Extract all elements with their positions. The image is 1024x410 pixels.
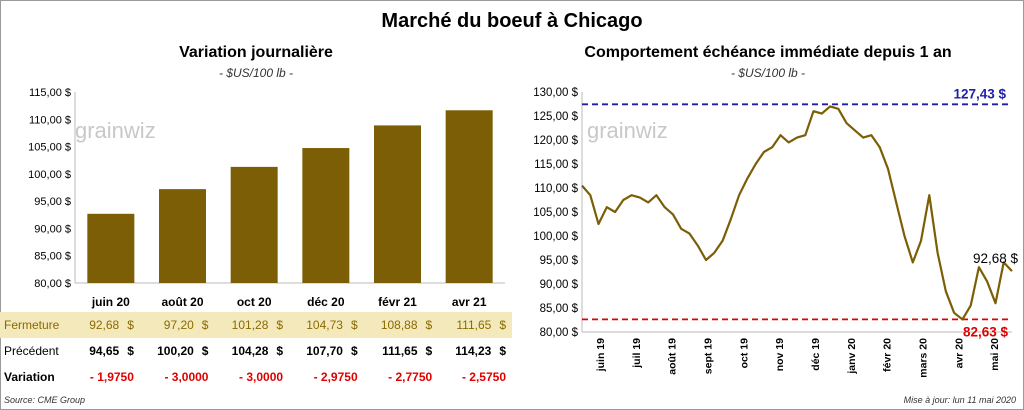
x-tick-label: juil 19 bbox=[631, 338, 643, 369]
price-series-line bbox=[581, 105, 1013, 321]
table-cell: 111,65 $ bbox=[438, 312, 512, 338]
right-panel-subtitle: - $US/100 lb - bbox=[730, 66, 806, 80]
y-tick-label: 110,00 $ bbox=[29, 114, 71, 126]
table-cell: 107,70 $ bbox=[306, 344, 358, 358]
y-tick-label: 80,00 $ bbox=[34, 278, 71, 290]
table-cell: - 2,7750 bbox=[388, 370, 433, 384]
x-tick-label: déc 19 bbox=[810, 338, 822, 371]
table-cell: 104,73 $ bbox=[289, 312, 364, 338]
row-label: Fermeture bbox=[0, 312, 74, 338]
row-label: Précédent bbox=[4, 344, 59, 358]
y-tick-label: 80,00 $ bbox=[540, 327, 579, 339]
y-tick-label: 95,00 $ bbox=[34, 196, 71, 208]
right-panel-title: Comportement échéance immédiate depuis 1… bbox=[584, 44, 952, 61]
table-cell: - 2,5750 bbox=[461, 370, 506, 384]
x-tick-label: août 19 bbox=[667, 338, 679, 375]
x-tick-label: janv 20 bbox=[846, 338, 858, 375]
y-tick-label: 115,00 $ bbox=[534, 159, 579, 171]
x-tick-label: mai 20 bbox=[989, 338, 1001, 371]
bar bbox=[445, 110, 493, 283]
table-cell: 101,28 $ bbox=[214, 312, 290, 338]
bar bbox=[230, 166, 278, 283]
y-tick-label: 110,00 $ bbox=[534, 183, 579, 195]
y-tick-label: 130,00 $ bbox=[533, 87, 578, 99]
y-tick-label: 90,00 $ bbox=[540, 279, 579, 291]
x-tick-label: août 20 bbox=[161, 295, 203, 309]
watermark-logo: grainwiz bbox=[75, 118, 156, 143]
x-tick-label: oct 19 bbox=[738, 338, 750, 369]
x-tick-label: nov 19 bbox=[774, 338, 786, 371]
x-tick-label: oct 20 bbox=[237, 295, 272, 309]
x-tick-label: juin 20 bbox=[91, 295, 130, 309]
table-cell: 97,20 $ bbox=[139, 312, 215, 338]
table-cell: 111,65 $ bbox=[382, 344, 433, 358]
table-cell: 104,28 $ bbox=[231, 344, 284, 358]
table-cell: 94,65 $ bbox=[89, 344, 134, 358]
update-note: Mise à jour: lun 11 mai 2020 bbox=[903, 395, 1016, 405]
table-cell: - 2,9750 bbox=[313, 370, 358, 384]
y-tick-label: 120,00 $ bbox=[533, 135, 578, 147]
row-label: Variation bbox=[4, 370, 55, 384]
y-tick-label: 85,00 $ bbox=[34, 251, 71, 263]
max-label: 127,43 $ bbox=[953, 86, 1006, 101]
y-tick-label: 100,00 $ bbox=[533, 231, 578, 243]
table-row: Précédent 94,65 $ 100,20 $ 104,28 $ 107,70 $ 111,… bbox=[0, 338, 512, 364]
table-cell: 100,20 $ bbox=[157, 344, 209, 358]
left-panel-subtitle: - $US/100 lb - bbox=[218, 66, 294, 80]
table-cell: - 3,0000 bbox=[239, 370, 284, 384]
table-cell: 114,23 $ bbox=[455, 344, 506, 358]
x-tick-label: sept 19 bbox=[702, 338, 714, 374]
bar-chart: grainwiz 80,00 $ 85,00 $ 90,00 $ 95,00 $ 100… bbox=[28, 87, 505, 309]
left-panel-title: Variation journalière bbox=[179, 44, 333, 61]
y-tick-label: 125,00 $ bbox=[533, 111, 578, 123]
x-tick-label: avr 20 bbox=[953, 338, 965, 369]
table-cell: - 3,0000 bbox=[164, 370, 209, 384]
y-tick-label: 105,00 $ bbox=[533, 207, 578, 219]
y-tick-label: 95,00 $ bbox=[540, 255, 579, 267]
y-tick-label: 105,00 $ bbox=[28, 142, 71, 154]
bar bbox=[302, 148, 350, 283]
table-cell: 108,88 $ bbox=[363, 312, 439, 338]
x-tick-label: mars 20 bbox=[917, 338, 929, 378]
x-tick-label: avr 21 bbox=[452, 295, 487, 309]
y-tick-label: 85,00 $ bbox=[540, 303, 579, 315]
table-cell: 92,68 $ bbox=[74, 312, 140, 338]
source-note: Source: CME Group bbox=[4, 395, 86, 405]
x-tick-label: juin 19 bbox=[595, 338, 607, 372]
y-tick-label: 115,00 $ bbox=[29, 87, 71, 99]
bar bbox=[87, 213, 135, 283]
y-tick-label: 90,00 $ bbox=[34, 223, 71, 235]
last-value-label: 92,68 $ bbox=[973, 251, 1019, 266]
y-tick-label: 100,00 $ bbox=[28, 169, 71, 181]
table-row: Fermeture 92,68 $97,20 $101,28 $104,73 $108,8… bbox=[0, 312, 512, 338]
line-chart: grainwiz 80,00 $ 85,00 $ 90,00 $ 95,00 $ 100… bbox=[533, 86, 1019, 378]
watermark-logo: grainwiz bbox=[587, 118, 668, 143]
x-tick-label: févr 20 bbox=[882, 338, 894, 372]
x-tick-label: févr 21 bbox=[378, 295, 417, 309]
x-tick-label: déc 20 bbox=[307, 295, 345, 309]
min-label: 82,63 $ bbox=[963, 324, 1009, 339]
main-title: Marché du boeuf à Chicago bbox=[381, 10, 643, 32]
table-cell: - 1,9750 bbox=[89, 370, 134, 384]
bar bbox=[159, 189, 206, 283]
bar bbox=[374, 125, 421, 284]
data-table: Fermeture 92,68 $97,20 $101,28 $104,73 $108,8… bbox=[0, 312, 512, 390]
table-row: Variation - 1,9750 - 3,0000 - 3,0000 - 2,975… bbox=[0, 364, 512, 390]
